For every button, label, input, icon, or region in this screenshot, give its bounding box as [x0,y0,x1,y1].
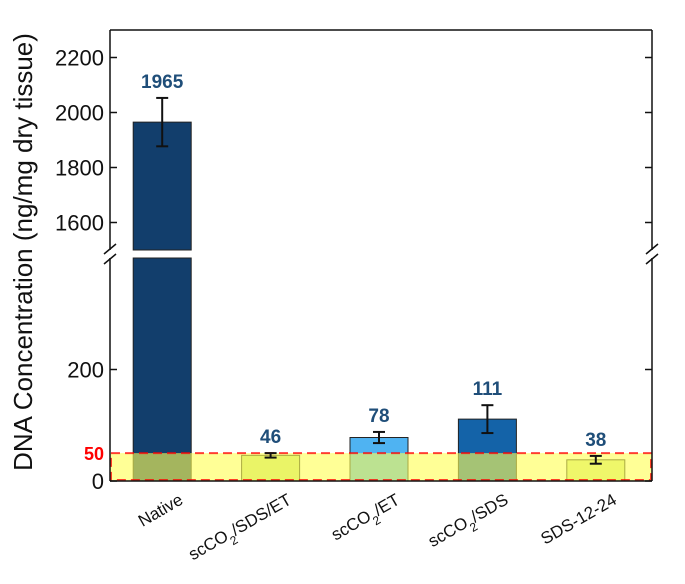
value-label-4: 38 [585,430,606,451]
y-ticks-layer: 1600 1800 2000 2200 0 200 50 [55,46,652,494]
tick-label-2200: 2200 [55,46,104,71]
break-mark-right-bottom [645,253,659,265]
bar-0-lower [132,257,192,482]
threshold-label: 50 [84,444,104,464]
tick-label-0: 0 [92,469,104,494]
category-label-1: scCO2/SDS/ET [185,490,297,569]
break-mark-left-bottom [103,253,117,265]
y-axis-title: DNA Concentration (ng/mg dry tissue) [8,33,38,471]
threshold-line [110,452,652,481]
category-label-0: Native [135,490,186,531]
category-label-4: SDS-12-24 [537,490,619,549]
category-label-3: scCO2/SDS [425,490,514,556]
threshold-band [110,453,652,481]
error-bars-layer [156,96,602,465]
break-mark-left-top [103,243,117,255]
tick-label-1600: 1600 [55,211,104,236]
threshold-band-layer [110,452,652,481]
tick-label-2000: 2000 [55,101,104,126]
bars-layer [132,121,626,482]
value-label-3: 111 [473,379,503,400]
tick-label-200: 200 [67,358,104,383]
value-label-0: 1965 [141,72,184,93]
category-label-2: scCO2/ET [328,490,406,549]
tick-label-1800: 1800 [55,156,104,181]
axes-layer [103,29,659,482]
value-label-1: 46 [260,427,281,448]
break-mark-right-top [645,243,659,255]
value-label-2: 78 [368,406,389,427]
